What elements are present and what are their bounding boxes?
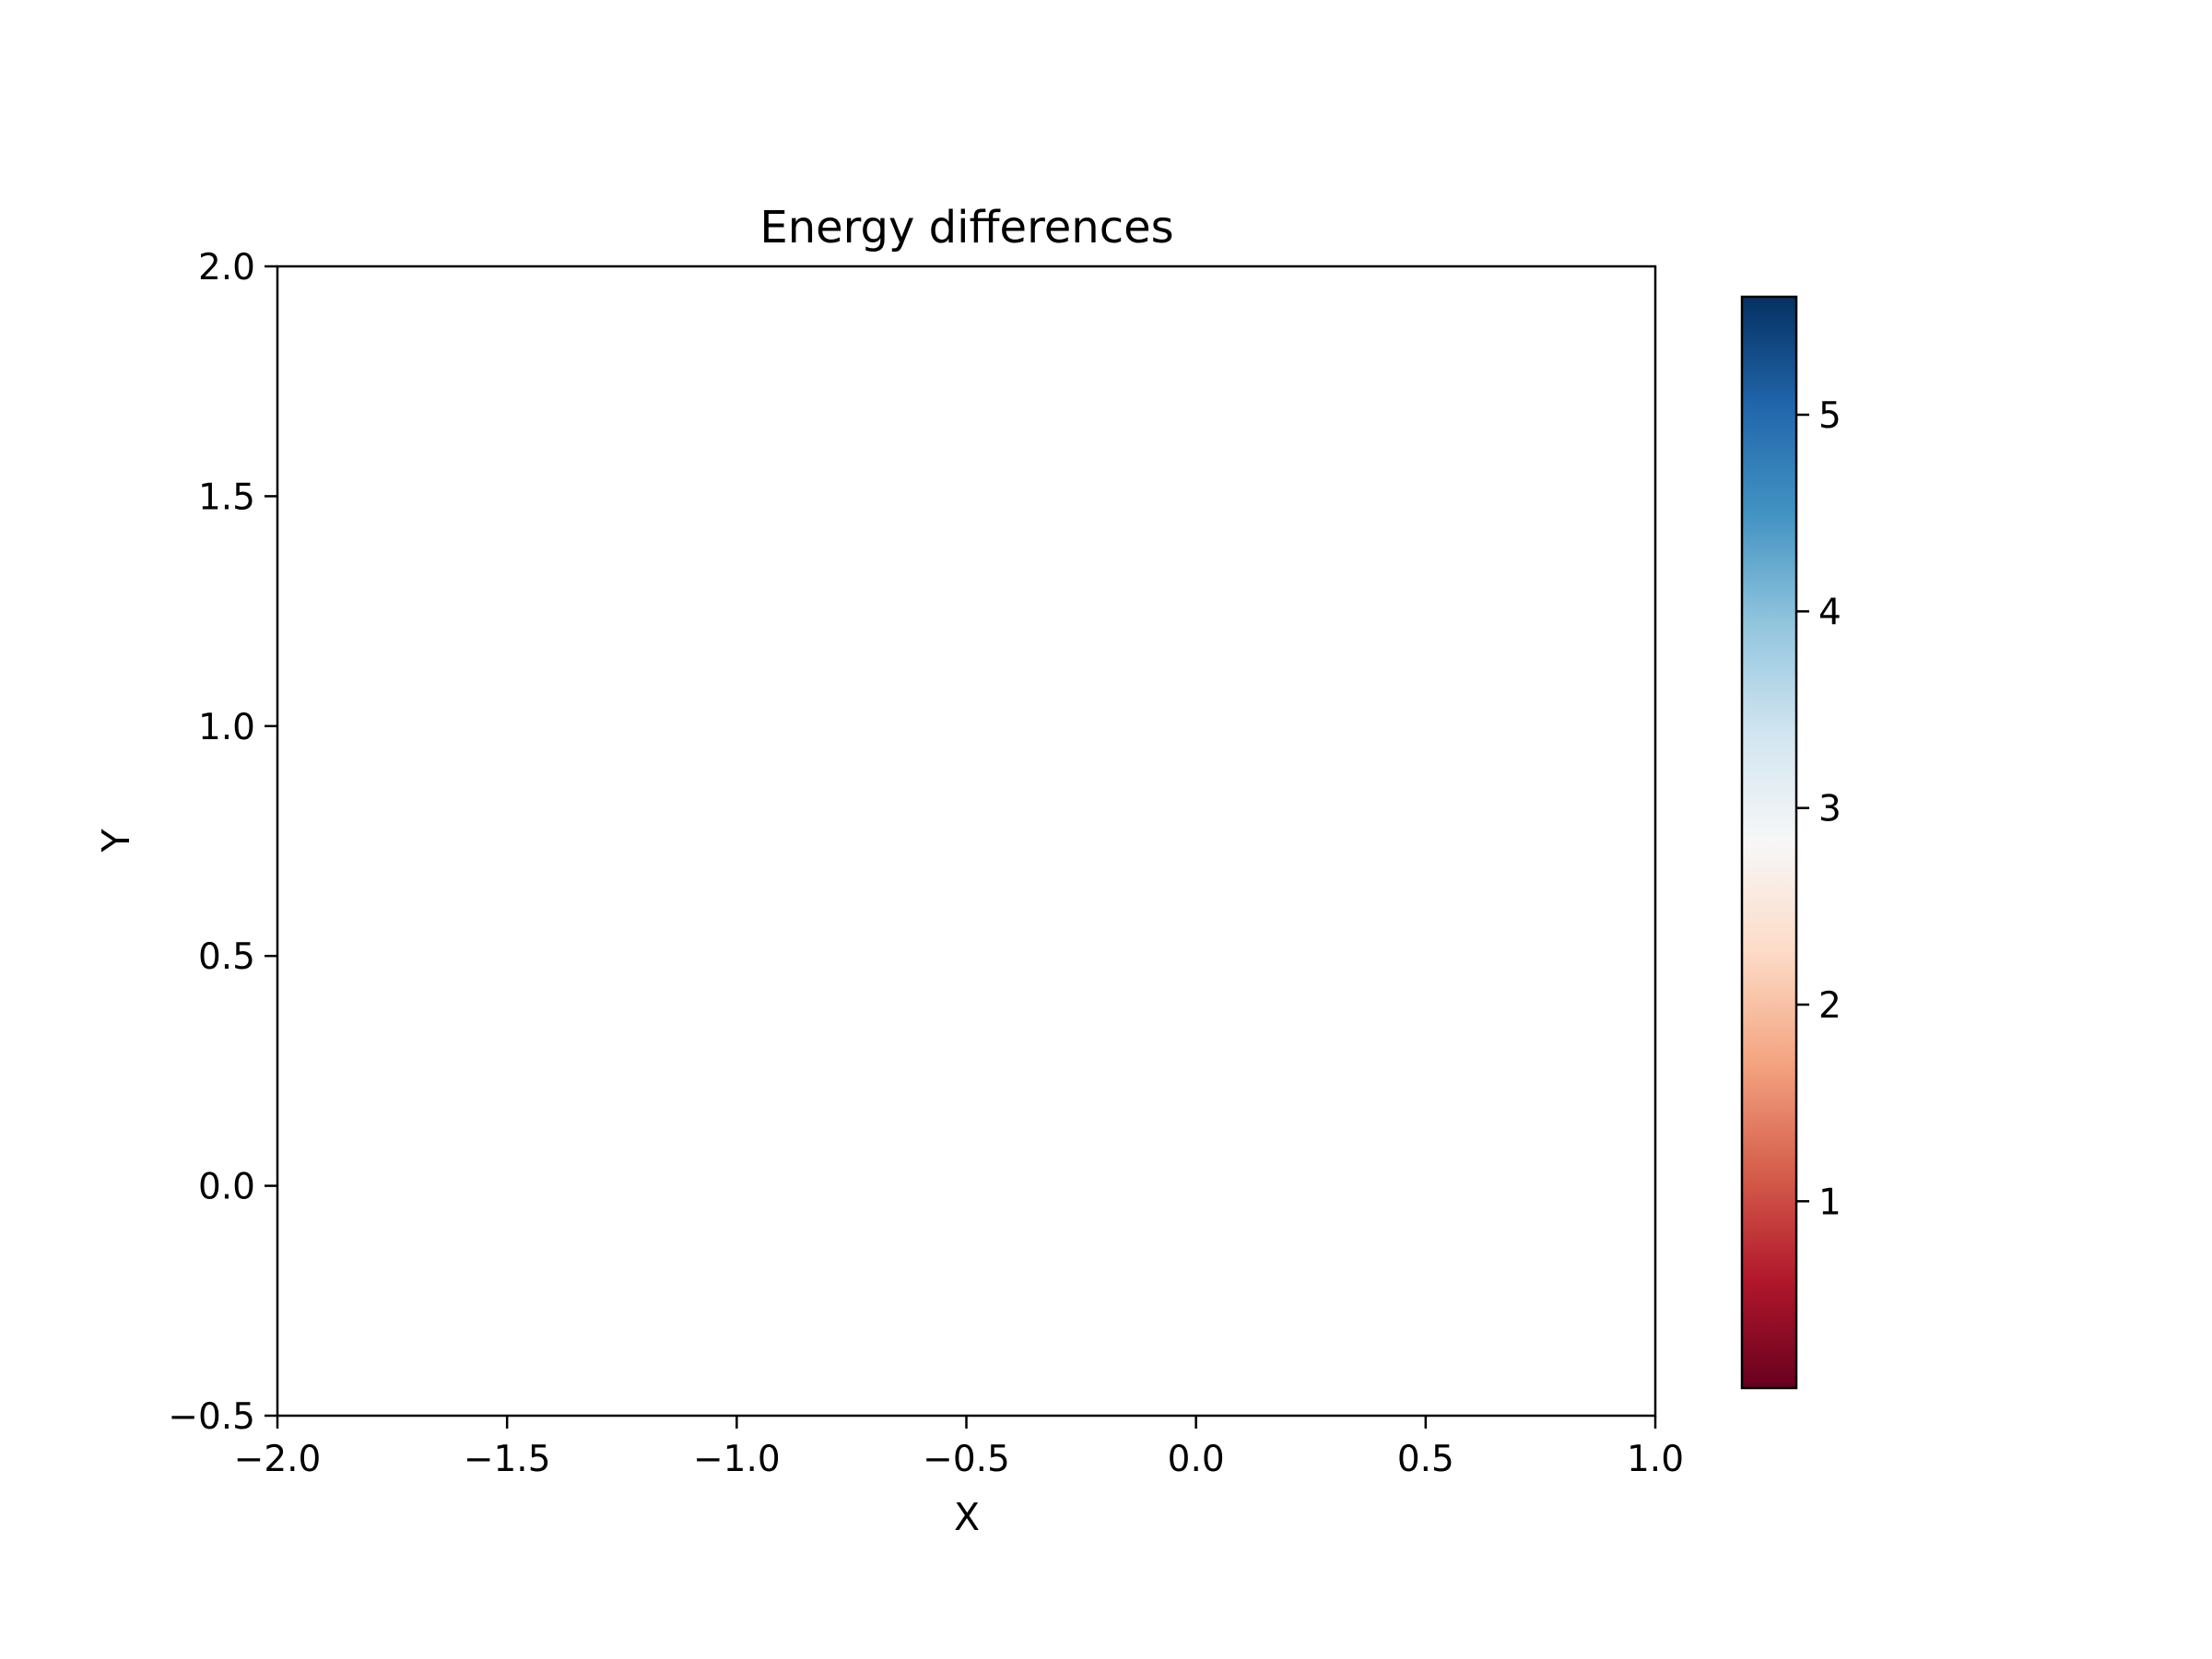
y-tick-label: 2.0 bbox=[198, 247, 255, 288]
colorbar-tick-label: 2 bbox=[1818, 985, 1841, 1027]
colorbar-tick-label: 3 bbox=[1818, 789, 1841, 830]
x-tick-label: 1.0 bbox=[1627, 1439, 1684, 1480]
plot-area bbox=[277, 266, 1655, 1416]
y-tick-label: 0.0 bbox=[198, 1167, 255, 1208]
x-tick-label: −1.0 bbox=[693, 1439, 781, 1480]
x-axis-label: X bbox=[954, 1495, 980, 1539]
y-tick-label: 0.5 bbox=[198, 936, 255, 978]
y-tick-label: −0.5 bbox=[168, 1396, 255, 1438]
colorbar-tick-label: 1 bbox=[1818, 1182, 1841, 1223]
y-tick-label: 1.0 bbox=[198, 707, 255, 748]
colorbar-ticks: 1 2 3 4 5 bbox=[1796, 395, 1841, 1223]
x-tick-label: −0.5 bbox=[923, 1439, 1010, 1480]
x-tick-label: 0.0 bbox=[1168, 1439, 1225, 1480]
x-tick-label: 0.5 bbox=[1397, 1439, 1454, 1480]
colorbar bbox=[1740, 295, 1798, 1390]
colorbar-tick-label: 5 bbox=[1818, 395, 1841, 437]
chart-title: Energy differences bbox=[759, 202, 1173, 253]
y-axis-label: Y bbox=[94, 829, 138, 853]
x-tick-label: −1.5 bbox=[464, 1439, 551, 1480]
colorbar-tick-label: 4 bbox=[1818, 592, 1841, 633]
y-axis: −0.5 0.0 0.5 1.0 1.5 2.0 bbox=[168, 247, 277, 1438]
y-tick-label: 1.5 bbox=[198, 477, 255, 518]
x-axis: −2.0 −1.5 −1.0 −0.5 0.0 0.5 1.0 bbox=[234, 1416, 1684, 1480]
x-tick-label: −2.0 bbox=[234, 1439, 322, 1480]
plot-frame bbox=[276, 265, 1657, 1418]
